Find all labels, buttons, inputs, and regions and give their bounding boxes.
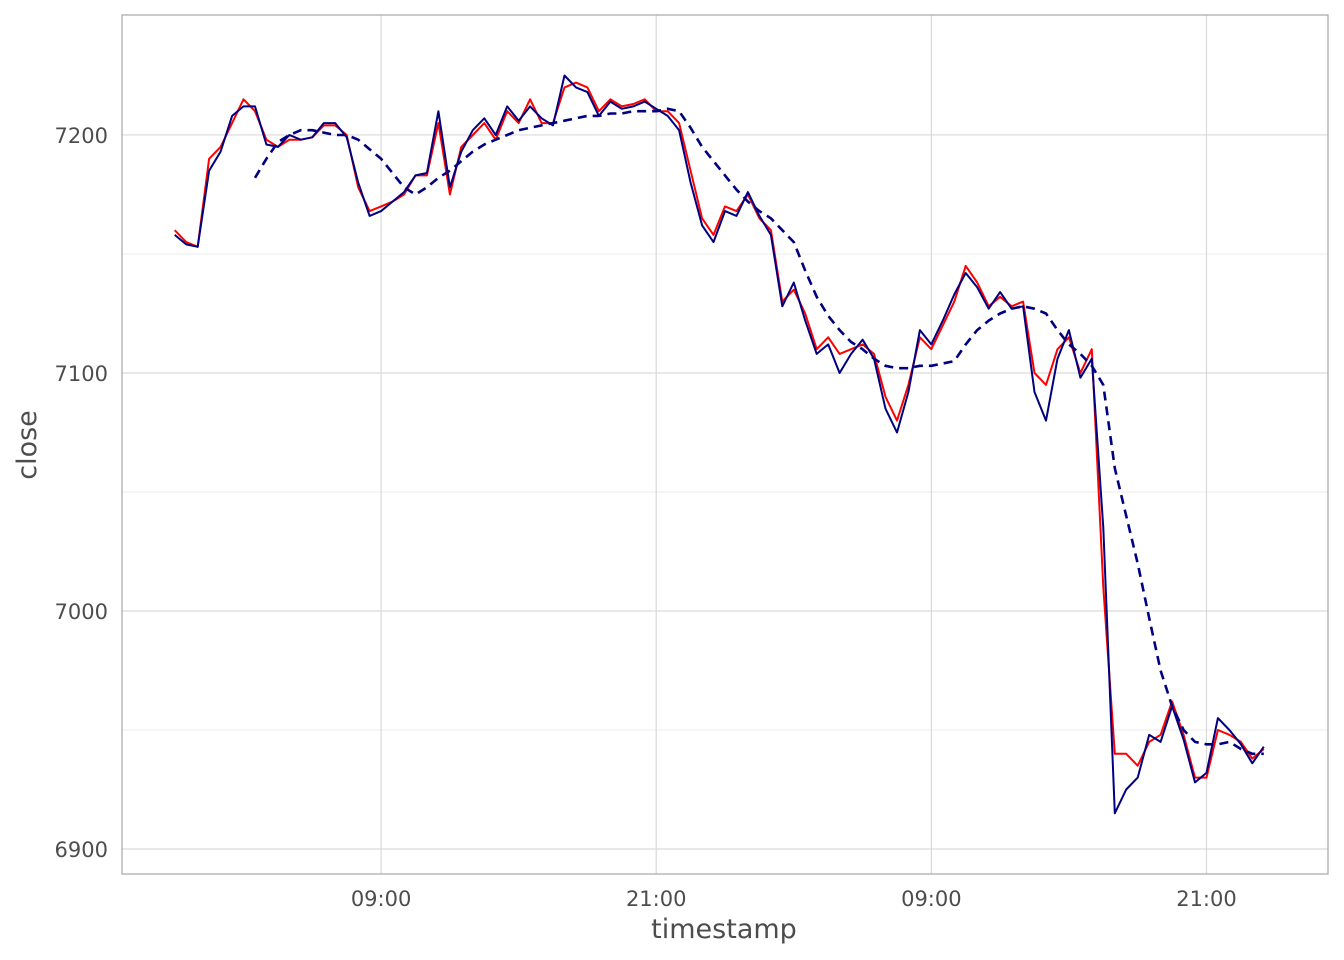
y-axis-title: close [12,410,43,480]
price-line [174,74,1265,815]
x-tick-label: 21:00 [1176,887,1237,911]
y-tick-label: 7100 [55,362,108,386]
x-axis-title: timestamp [651,914,797,945]
y-tick-label: 6900 [55,838,108,862]
x-tick-label: 09:00 [351,887,412,911]
x-tick-label: 09:00 [901,887,962,911]
price-line [173,81,1265,779]
x-tick-label: 21:00 [626,887,687,911]
moving-average-line [253,107,1264,756]
panel-border [121,14,1329,875]
y-tick-label: 7200 [55,124,108,148]
y-tick-label: 7000 [55,600,108,624]
